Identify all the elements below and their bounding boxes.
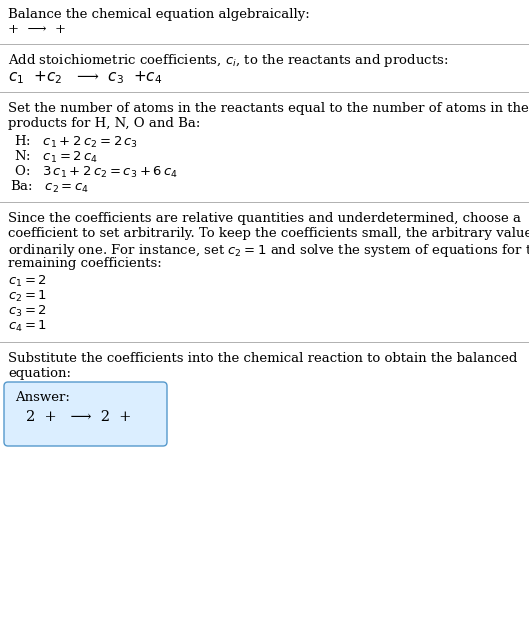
FancyBboxPatch shape bbox=[4, 382, 167, 446]
Text: Ba:   $c_2 = c_4$: Ba: $c_2 = c_4$ bbox=[10, 179, 89, 195]
Text: Since the coefficients are relative quantities and underdetermined, choose a: Since the coefficients are relative quan… bbox=[8, 212, 521, 225]
Text: 2  +   ⟶  2  +: 2 + ⟶ 2 + bbox=[26, 410, 131, 424]
Text: coefficient to set arbitrarily. To keep the coefficients small, the arbitrary va: coefficient to set arbitrarily. To keep … bbox=[8, 227, 529, 240]
Text: remaining coefficients:: remaining coefficients: bbox=[8, 257, 162, 270]
Text: Set the number of atoms in the reactants equal to the number of atoms in the: Set the number of atoms in the reactants… bbox=[8, 102, 529, 115]
Text: O:   $3\,c_1 + 2\,c_2 = c_3 + 6\,c_4$: O: $3\,c_1 + 2\,c_2 = c_3 + 6\,c_4$ bbox=[10, 164, 178, 180]
Text: $c_4 = 1$: $c_4 = 1$ bbox=[8, 319, 47, 334]
Text: Answer:: Answer: bbox=[15, 391, 70, 404]
Text: $c_1$  $+c_2$   ⟶  $c_3$  $+c_4$: $c_1$ $+c_2$ ⟶ $c_3$ $+c_4$ bbox=[8, 69, 162, 86]
Text: $c_2 = 1$: $c_2 = 1$ bbox=[8, 289, 47, 304]
Text: $c_3 = 2$: $c_3 = 2$ bbox=[8, 304, 47, 319]
Text: Substitute the coefficients into the chemical reaction to obtain the balanced: Substitute the coefficients into the che… bbox=[8, 352, 517, 365]
Text: products for H, N, O and Ba:: products for H, N, O and Ba: bbox=[8, 117, 200, 130]
Text: +  ⟶  +: + ⟶ + bbox=[8, 23, 66, 36]
Text: Add stoichiometric coefficients, $c_i$, to the reactants and products:: Add stoichiometric coefficients, $c_i$, … bbox=[8, 52, 449, 69]
Text: equation:: equation: bbox=[8, 367, 71, 380]
Text: N:   $c_1 = 2\,c_4$: N: $c_1 = 2\,c_4$ bbox=[10, 149, 98, 165]
Text: $c_1 = 2$: $c_1 = 2$ bbox=[8, 274, 47, 289]
Text: H:   $c_1 + 2\,c_2 = 2\,c_3$: H: $c_1 + 2\,c_2 = 2\,c_3$ bbox=[10, 134, 138, 150]
Text: Balance the chemical equation algebraically:: Balance the chemical equation algebraica… bbox=[8, 8, 310, 21]
Text: ordinarily one. For instance, set $c_2 = 1$ and solve the system of equations fo: ordinarily one. For instance, set $c_2 =… bbox=[8, 242, 529, 259]
